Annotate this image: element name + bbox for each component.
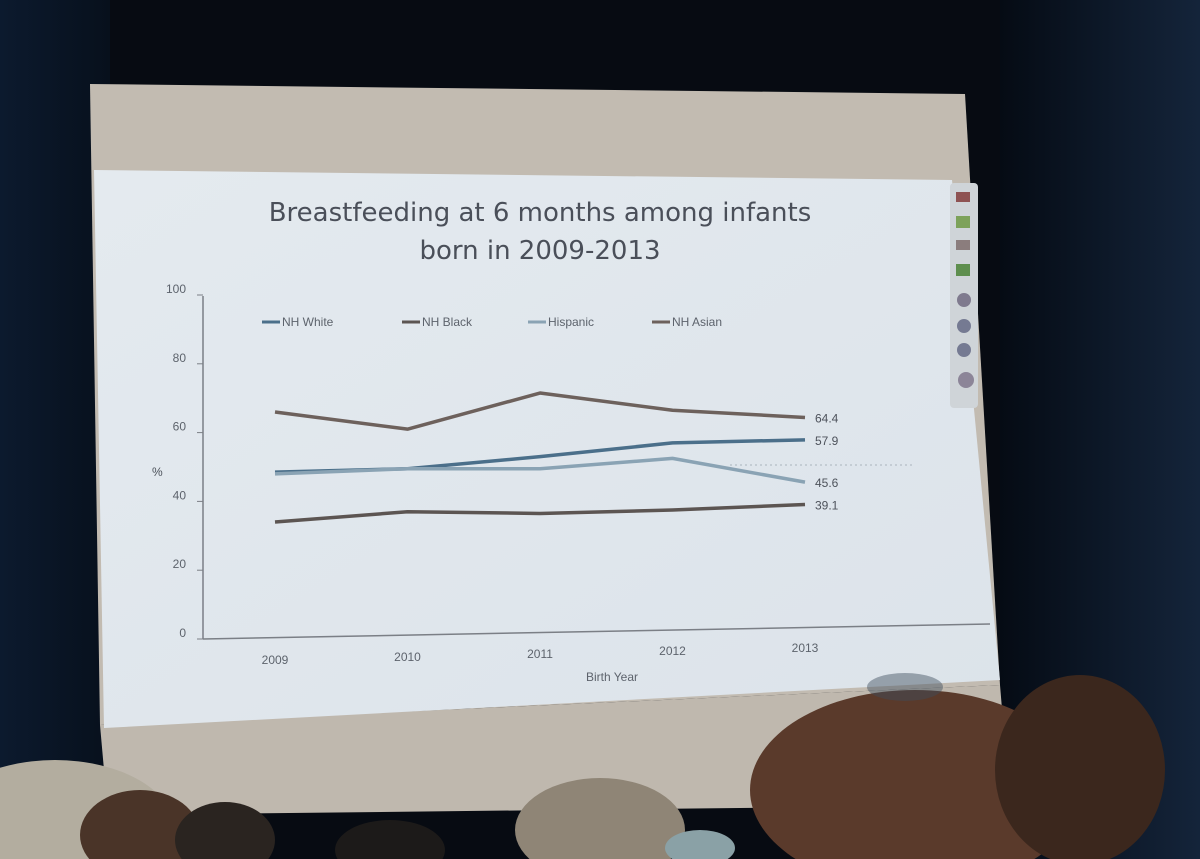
x-axis-label: Birth Year <box>586 670 638 684</box>
toolbar-slides-icon[interactable] <box>956 264 970 276</box>
y-axis-label: % <box>152 465 163 479</box>
legend-label-nh-asian: NH Asian <box>672 315 722 329</box>
slide-toolbar <box>950 183 978 408</box>
x-ticks: 2009 2010 2011 2012 2013 <box>262 641 819 667</box>
end-label-nh-white: 57.9 <box>815 434 839 448</box>
end-labels: 57.9 39.1 45.6 64.4 <box>815 411 839 512</box>
slide-title-line-1: Breastfeeding at 6 months among infants <box>268 198 812 228</box>
series-line-nh-black <box>274 502 806 524</box>
series-line-nh-asian <box>274 391 806 431</box>
y-tick-label: 20 <box>173 557 187 571</box>
audience-head <box>515 778 685 859</box>
toolbar-menu-icon[interactable] <box>957 343 971 357</box>
x-tick-label: 2013 <box>792 641 819 655</box>
x-tick-label: 2009 <box>262 653 289 667</box>
y-tick-label: 60 <box>173 420 187 434</box>
toolbar-pen-icon[interactable] <box>956 192 970 202</box>
series-lines <box>274 391 806 524</box>
x-tick-label: 2011 <box>527 647 553 661</box>
y-tick-label: 100 <box>166 282 186 296</box>
y-tick-label: 40 <box>173 488 187 502</box>
series-line-hispanic <box>274 456 806 484</box>
audience-head <box>175 802 275 859</box>
x-tick-label: 2010 <box>394 650 421 664</box>
legend-label-hispanic: Hispanic <box>548 315 594 329</box>
legend-label-nh-black: NH Black <box>422 315 473 329</box>
line-chart: 0 20 40 60 80 100 2009 2010 2011 2012 2013 57.9 39… <box>152 282 991 684</box>
toolbar-eraser-icon[interactable] <box>956 240 970 250</box>
x-axis <box>202 623 991 640</box>
x-tick-label: 2012 <box>659 644 686 658</box>
slide-corner-graphic <box>867 673 943 701</box>
audience-head <box>80 790 200 859</box>
y-tick-label: 0 <box>179 626 186 640</box>
slide <box>94 170 1000 728</box>
y-tick-label: 80 <box>173 351 187 365</box>
audience-head <box>335 820 445 859</box>
y-ticks: 0 20 40 60 80 100 <box>166 282 203 640</box>
legend-label-nh-white: NH White <box>282 315 334 329</box>
slide-title-line-2: born in 2009-2013 <box>419 236 661 266</box>
audience <box>0 673 1165 859</box>
end-label-hispanic: 45.6 <box>815 476 839 490</box>
toolbar-zoom-icon[interactable] <box>957 293 971 307</box>
toolbar-laser-icon[interactable] <box>957 319 971 333</box>
legend: NH White NH Black Hispanic NH Asian <box>262 315 722 329</box>
toolbar-more-icon[interactable] <box>958 372 974 388</box>
audience-head <box>665 830 735 859</box>
toolbar-highlighter-icon[interactable] <box>956 216 970 228</box>
end-label-nh-black: 39.1 <box>815 498 839 512</box>
audience-head <box>995 675 1165 859</box>
end-label-nh-asian: 64.4 <box>815 411 839 425</box>
audience-head <box>750 690 1080 859</box>
